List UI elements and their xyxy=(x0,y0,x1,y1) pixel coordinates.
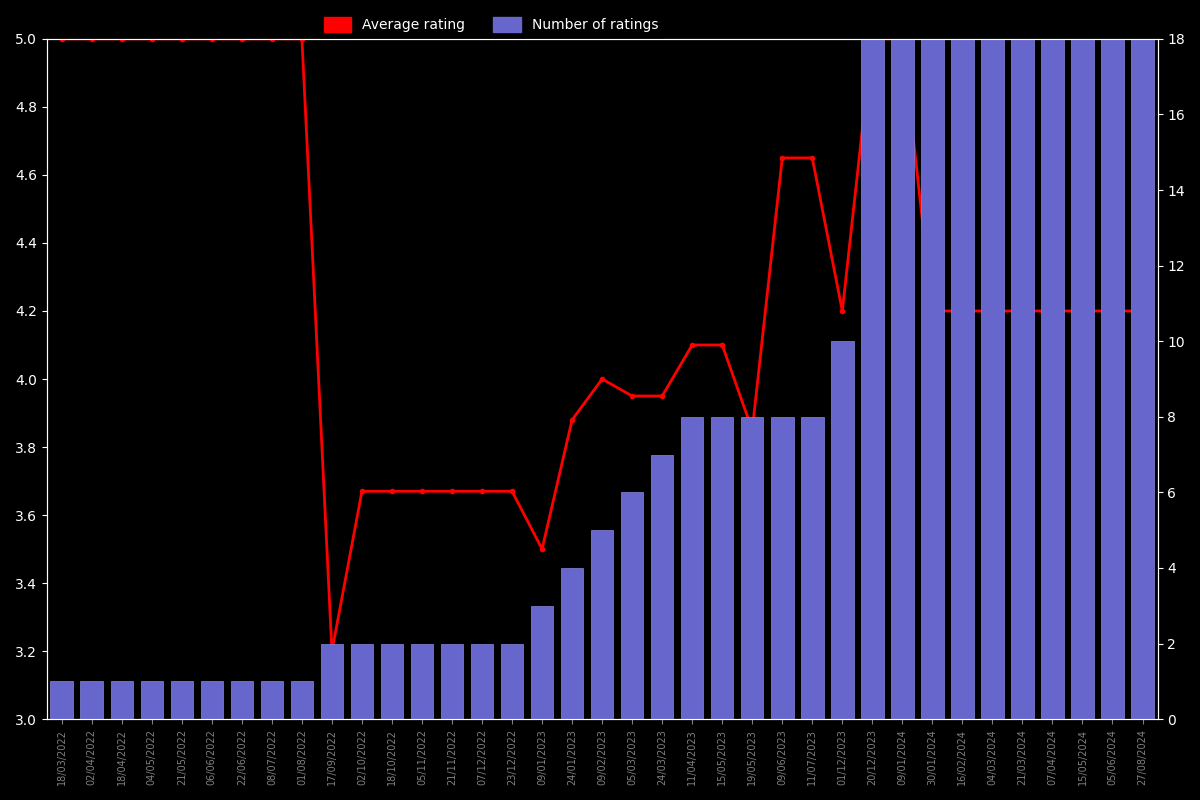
Bar xyxy=(1132,39,1153,719)
Bar xyxy=(590,530,613,719)
Bar xyxy=(470,643,493,719)
Bar xyxy=(110,682,133,719)
Bar xyxy=(80,682,103,719)
Bar xyxy=(680,417,703,719)
Bar xyxy=(410,643,433,719)
Bar xyxy=(1102,39,1123,719)
Bar xyxy=(1012,39,1033,719)
Bar xyxy=(560,568,583,719)
Bar xyxy=(892,39,913,719)
Bar xyxy=(350,643,373,719)
Bar xyxy=(500,643,523,719)
Bar xyxy=(832,342,853,719)
Bar xyxy=(802,417,823,719)
Bar xyxy=(770,417,793,719)
Bar xyxy=(140,682,163,719)
Bar xyxy=(260,682,283,719)
Bar xyxy=(982,39,1003,719)
Bar xyxy=(530,606,553,719)
Bar xyxy=(740,417,763,719)
Bar xyxy=(1042,39,1063,719)
Bar xyxy=(230,682,253,719)
Legend: Average rating, Number of ratings: Average rating, Number of ratings xyxy=(318,12,664,38)
Bar xyxy=(710,417,733,719)
Bar xyxy=(922,39,943,719)
Bar xyxy=(952,39,973,719)
Bar xyxy=(290,682,313,719)
Bar xyxy=(50,682,73,719)
Bar xyxy=(862,39,883,719)
Bar xyxy=(320,643,343,719)
Bar xyxy=(380,643,403,719)
Bar xyxy=(1072,39,1093,719)
Bar xyxy=(170,682,193,719)
Bar xyxy=(620,492,643,719)
Bar xyxy=(200,682,223,719)
Bar xyxy=(440,643,463,719)
Bar xyxy=(650,454,673,719)
